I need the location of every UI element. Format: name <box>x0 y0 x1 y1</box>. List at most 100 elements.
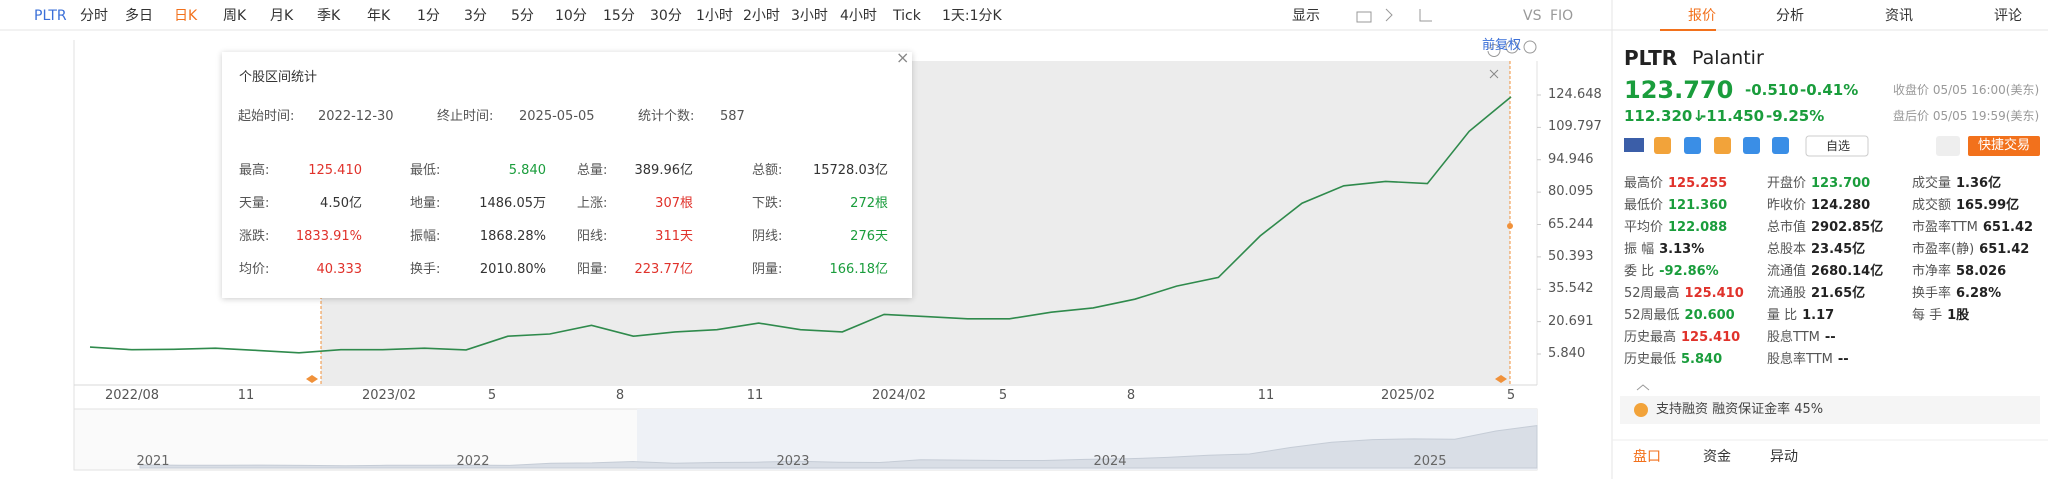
badge-icon[interactable] <box>1684 137 1701 154</box>
quote-label: 历史最高 <box>1624 330 1677 345</box>
last-price: 123.770 <box>1624 76 1734 104</box>
period-tab[interactable]: 5分 <box>511 8 534 24</box>
compare-button[interactable]: VS <box>1523 8 1542 24</box>
period-tab[interactable]: Tick <box>893 8 921 24</box>
trade-button-label[interactable]: 快捷交易 <box>1977 138 2031 153</box>
period-tab[interactable]: 15分 <box>603 8 635 24</box>
count-value: 587 <box>720 109 745 124</box>
quote-label: 最高价 <box>1624 176 1664 191</box>
x-tick-label: 2022/08 <box>104 388 160 403</box>
bottom-tab[interactable]: 异动 <box>1770 449 1798 465</box>
stat-label: 阴线: <box>752 229 783 244</box>
stat-label: 地量: <box>410 196 441 211</box>
quote-value: 125.255 <box>1668 176 1728 191</box>
display-menu[interactable]: 显示 <box>1292 8 1320 24</box>
stat-label: 阴量: <box>752 262 783 277</box>
quote-name: Palantir <box>1692 47 1764 69</box>
period-tab[interactable]: 年K <box>367 8 391 24</box>
x-tick-label: 5 <box>487 388 497 403</box>
quote-label: 委 比 <box>1624 264 1655 279</box>
quote-value: 1.17 <box>1802 308 1835 323</box>
range-handle[interactable] <box>1507 223 1513 229</box>
period-tab[interactable]: 季K <box>317 8 341 24</box>
badge-icon[interactable] <box>1772 137 1789 154</box>
stat-value: 1486.05万 <box>479 196 546 211</box>
period-tab[interactable]: 月K <box>270 8 294 24</box>
quote-value: 20.600 <box>1684 308 1735 323</box>
stat-label: 最高: <box>239 163 270 178</box>
quote-value: 651.42 <box>1982 220 2034 235</box>
period-tab[interactable]: 多日 <box>125 8 153 24</box>
y-tick-label: 109.797 <box>1548 119 1602 135</box>
watch-button-label[interactable]: 自选 <box>1826 139 1851 153</box>
price-change: -0.510 <box>1745 81 1799 99</box>
popup-close[interactable]: × <box>896 48 910 67</box>
navigator-year: 2023 <box>776 454 810 469</box>
stat-value: 1868.28% <box>479 229 546 244</box>
popup-title: 个股区间统计 <box>239 70 318 85</box>
close-note: 收盘价 05/05 16:00(美东) <box>1893 83 2040 97</box>
period-tab[interactable]: 30分 <box>650 8 682 24</box>
x-tick-label: 8 <box>615 388 625 403</box>
quote-label: 52周最低 <box>1624 308 1680 323</box>
stat-value: 1833.91% <box>295 229 362 244</box>
trade-button[interactable] <box>1968 136 2040 156</box>
quote-value: 121.360 <box>1668 198 1728 213</box>
bottom-tab[interactable]: 资金 <box>1703 449 1731 465</box>
panel-tab[interactable]: 资讯 <box>1885 8 1913 24</box>
badge-icon[interactable] <box>1743 137 1760 154</box>
quote-value: 3.13% <box>1659 242 1705 257</box>
panel-tab[interactable]: 报价 <box>1688 8 1716 24</box>
navigator-year: 2025 <box>1413 454 1447 469</box>
y-tick-label: 50.393 <box>1548 248 1594 264</box>
date-input[interactable]: 2025-05-05 <box>519 109 595 124</box>
toolbar-icons[interactable] <box>1356 8 1432 23</box>
stat-value: 5.840 <box>508 163 546 178</box>
zoom-out-icon[interactable] <box>1505 40 1519 54</box>
us-flag <box>1624 138 1644 152</box>
period-tab[interactable]: 周K <box>223 8 247 24</box>
stat-value: 276天 <box>850 229 888 244</box>
y-tick-label: 80.095 <box>1548 184 1594 200</box>
quote-label: 最低价 <box>1624 198 1664 213</box>
alert-button[interactable] <box>1936 136 1960 156</box>
collapse-icon[interactable] <box>1636 384 1650 391</box>
quote-value: -- <box>1824 330 1836 345</box>
quote-value: 1股 <box>1947 308 1970 323</box>
period-tab[interactable]: 2小时 <box>743 8 780 24</box>
quote-value: 651.42 <box>1979 242 2030 257</box>
stat-label: 均价: <box>239 262 270 277</box>
date-input[interactable]: 2022-12-30 <box>318 109 394 124</box>
watch-button[interactable] <box>1805 135 1869 157</box>
adjust-select[interactable]: 前复权 <box>1482 38 1522 53</box>
symbol[interactable]: PLTR <box>34 8 67 24</box>
zoom-in-icon[interactable] <box>1523 40 1537 54</box>
x-tick-label: 2024/02 <box>871 388 927 403</box>
panel-tab[interactable]: 分析 <box>1776 8 1804 24</box>
period-tab[interactable]: 4小时 <box>840 8 877 24</box>
period-tab[interactable]: 1小时 <box>696 8 733 24</box>
chart-close-icon[interactable] <box>1489 69 1499 79</box>
price-change-pct: -0.41% <box>1800 81 1859 99</box>
period-tab[interactable]: 3小时 <box>791 8 828 24</box>
period-tab[interactable]: 10分 <box>555 8 587 24</box>
quote-label: 成交额 <box>1912 198 1952 213</box>
period-tab[interactable]: 1分 <box>417 8 440 24</box>
quote-value: 6.28% <box>1956 286 2002 301</box>
fio-button[interactable]: FIO <box>1550 8 1574 24</box>
stat-value: 4.50亿 <box>320 196 362 211</box>
reset-icon[interactable] <box>1487 42 1501 57</box>
badge-icon[interactable] <box>1654 137 1671 154</box>
badge-icon[interactable] <box>1714 137 1731 154</box>
quote-label: 历史最低 <box>1624 352 1677 367</box>
period-tab[interactable]: 分时 <box>80 8 108 24</box>
quote-value: -92.86% <box>1659 264 1719 279</box>
period-tab[interactable]: 日K <box>174 8 198 24</box>
panel-tab[interactable]: 评论 <box>1994 8 2022 24</box>
quote-value: 2680.14亿 <box>1811 264 1884 279</box>
quote-label: 开盘价 <box>1767 176 1807 191</box>
period-tab[interactable]: 3分 <box>464 8 487 24</box>
field-label: 起始时间: <box>238 109 295 124</box>
bottom-tab[interactable]: 盘口 <box>1633 449 1661 465</box>
intraday-select[interactable]: 1天:1分K <box>942 8 1002 24</box>
